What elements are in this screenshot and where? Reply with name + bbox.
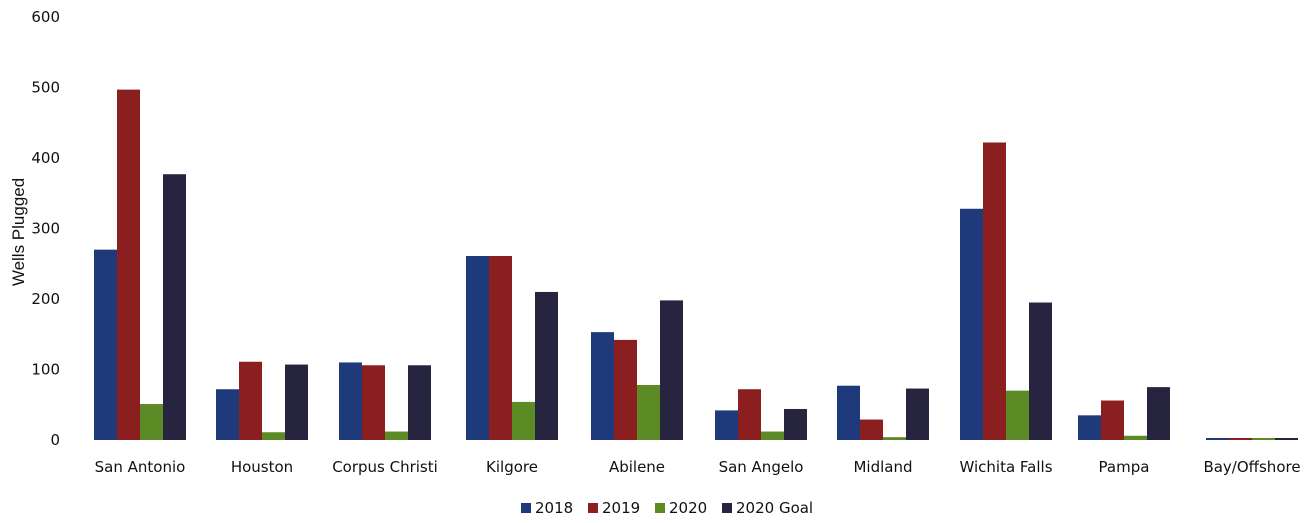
x-category-label: Abilene <box>609 458 665 476</box>
bar-2020 <box>883 437 906 440</box>
legend-label: 2019 <box>602 499 640 517</box>
bar-2020-goal <box>660 300 683 440</box>
x-category-label: San Angelo <box>719 458 804 476</box>
y-tick-label: 200 <box>31 290 60 308</box>
x-category-label: Houston <box>231 458 293 476</box>
y-axis-title: Wells Plugged <box>9 178 28 286</box>
bar-2020 <box>512 401 535 440</box>
bar-2019 <box>614 339 637 440</box>
bar-2020 <box>385 431 408 440</box>
bar-2019 <box>738 389 761 440</box>
bar-2020 <box>140 404 163 440</box>
x-category-label: Pampa <box>1099 458 1150 476</box>
legend-label: 2020 <box>669 499 707 517</box>
bar-2019 <box>1229 438 1252 440</box>
legend: 2018 2019 2020 2020 Goal <box>521 499 813 517</box>
bar-2020-goal <box>906 388 929 440</box>
bar-2020 <box>1124 435 1147 440</box>
bar-2018 <box>715 410 738 440</box>
bar-2018 <box>1206 438 1229 440</box>
legend-swatch <box>588 503 598 513</box>
bar-2020-goal <box>784 408 807 440</box>
bar-2018 <box>339 362 362 440</box>
y-tick-label: 500 <box>31 79 60 97</box>
x-axis: San Antonio Houston Corpus Christi Kilgore A… <box>95 458 1301 476</box>
bar-2019 <box>117 89 140 441</box>
legend-swatch <box>655 503 665 513</box>
bar-2020-goal <box>1275 438 1298 440</box>
bar-2020-goal <box>408 365 431 440</box>
bar-2018 <box>216 389 239 440</box>
bar-2020 <box>262 432 285 440</box>
legend-swatch <box>722 503 732 513</box>
bar-2019 <box>362 365 385 440</box>
bar-2020-goal <box>1147 387 1170 440</box>
x-category-label: Kilgore <box>486 458 538 476</box>
bar-2019 <box>489 255 512 440</box>
legend-label: 2020 Goal <box>736 499 813 517</box>
y-tick-label: 300 <box>31 220 60 238</box>
bar-2019 <box>860 419 883 440</box>
bar-2020 <box>1252 438 1275 440</box>
bar-2018 <box>94 249 117 440</box>
bar-2020 <box>1006 390 1029 440</box>
legend-label: 2018 <box>535 499 573 517</box>
x-category-label: San Antonio <box>95 458 186 476</box>
x-category-label: Wichita Falls <box>959 458 1052 476</box>
bars-group <box>94 89 1298 441</box>
y-tick-label: 100 <box>31 361 60 379</box>
bar-2020 <box>761 431 784 440</box>
x-category-label: Corpus Christi <box>332 458 438 476</box>
bar-2020 <box>637 385 660 440</box>
x-category-label: Midland <box>853 458 912 476</box>
bar-2019 <box>1101 400 1124 440</box>
y-tick-label: 0 <box>50 431 60 449</box>
legend-swatch <box>521 503 531 513</box>
y-axis: 0 100 200 300 400 500 600 <box>31 8 60 449</box>
y-tick-label: 400 <box>31 149 60 167</box>
bar-2018 <box>1078 415 1101 440</box>
bar-2018 <box>837 385 860 440</box>
bar-2018 <box>960 208 983 440</box>
bar-2020-goal <box>285 364 308 440</box>
y-tick-label: 600 <box>31 8 60 26</box>
bar-2020-goal <box>163 174 186 440</box>
bar-2020-goal <box>535 291 558 440</box>
bar-2019 <box>239 361 262 440</box>
bar-2019 <box>983 142 1006 441</box>
x-category-label: Bay/Offshore <box>1203 458 1300 476</box>
bar-2018 <box>591 332 614 440</box>
bar-2018 <box>466 255 489 440</box>
bar-2020-goal <box>1029 302 1052 440</box>
